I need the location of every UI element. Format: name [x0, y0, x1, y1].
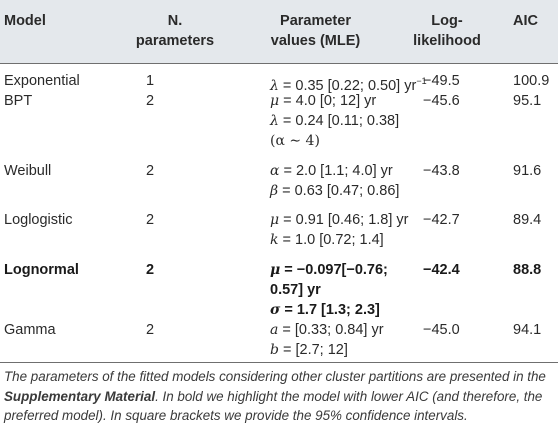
row-exponential-model: Exponential	[4, 73, 80, 89]
row-weibull-ll: −43.8	[423, 163, 460, 179]
row-lognormal-ll: −42.4	[423, 262, 460, 278]
footnote-text-2: . In bold we highlight the model with lo…	[4, 388, 543, 424]
footnote-text-1: The parameters of the fitted models cons…	[4, 369, 546, 384]
row-bpt-n: 2	[145, 93, 155, 109]
row-lognormal-param-1: μ = −0.097[−0.76;	[270, 262, 388, 278]
header-ll-line2: likelihood	[413, 33, 481, 49]
header-aic: AIC	[513, 13, 538, 29]
row-gamma-aic: 94.1	[513, 322, 542, 338]
supplementary-material-link[interactable]: Supplementary Material	[4, 388, 156, 404]
row-bpt-param-2: λ = 0.24 [0.11; 0.38]	[270, 113, 400, 129]
row-bpt-ll: −45.6	[423, 93, 460, 109]
header-n-params-line2: parameters	[135, 33, 215, 49]
row-lognormal-n: 2	[145, 262, 155, 278]
row-bpt-model: BPT	[4, 93, 33, 109]
row-loglogistic-n: 2	[145, 212, 155, 228]
header-n-params-line1: N.	[167, 13, 183, 29]
row-loglogistic-param-1: μ = 0.91 [0.46; 1.8] yr	[270, 212, 409, 228]
row-lognormal-aic: 88.8	[513, 262, 542, 278]
row-gamma-param-1: a = [0.33; 0.84] yr	[270, 322, 384, 338]
row-weibull-n: 2	[145, 163, 155, 179]
row-exponential-n: 1	[145, 73, 155, 89]
row-weibull-model: Weibull	[4, 163, 52, 179]
row-lognormal-param-2: 0.57] yr	[270, 282, 321, 298]
table-footnote: The parameters of the fitted models cons…	[4, 367, 554, 426]
row-gamma-param-2: b = [2.7; 12]	[270, 342, 348, 358]
table-header: Model N. parameters Parameter values (ML…	[0, 0, 558, 63]
row-exponential-aic: 100.9	[513, 73, 550, 89]
row-loglogistic-aic: 89.4	[513, 212, 542, 228]
row-gamma-ll: −45.0	[423, 322, 460, 338]
row-lognormal-model: Lognormal	[4, 262, 79, 278]
row-bpt-param-1: μ = 4.0 [0; 12] yr	[270, 93, 377, 109]
row-bpt-aic: 95.1	[513, 93, 542, 109]
row-exponential-ll: −49.5	[423, 73, 460, 89]
row-bpt-param-3: (α ∼ 4)	[270, 133, 320, 149]
header-ll-line1: Log-	[431, 13, 463, 29]
row-exponential-param-1: λ = 0.35 [0.22; 0.50] yr−1	[270, 76, 427, 94]
row-lognormal-param-3: σ = 1.7 [1.3; 2.3]	[270, 302, 380, 318]
header-rule	[0, 63, 558, 64]
row-gamma-model: Gamma	[4, 322, 56, 338]
header-model: Model	[4, 13, 46, 29]
header-params-line2: values (MLE)	[270, 33, 361, 49]
row-loglogistic-model: Loglogistic	[4, 212, 73, 228]
header-params-line1: Parameter	[280, 13, 351, 29]
row-loglogistic-ll: −42.7	[423, 212, 460, 228]
row-weibull-param-1: α = 2.0 [1.1; 4.0] yr	[270, 163, 393, 179]
row-gamma-n: 2	[145, 322, 155, 338]
row-weibull-aic: 91.6	[513, 163, 542, 179]
row-loglogistic-param-2: k = 1.0 [0.72; 1.4]	[270, 232, 384, 248]
row-weibull-param-2: β = 0.63 [0.47; 0.86]	[270, 183, 400, 199]
table-bottom-rule	[0, 362, 558, 363]
